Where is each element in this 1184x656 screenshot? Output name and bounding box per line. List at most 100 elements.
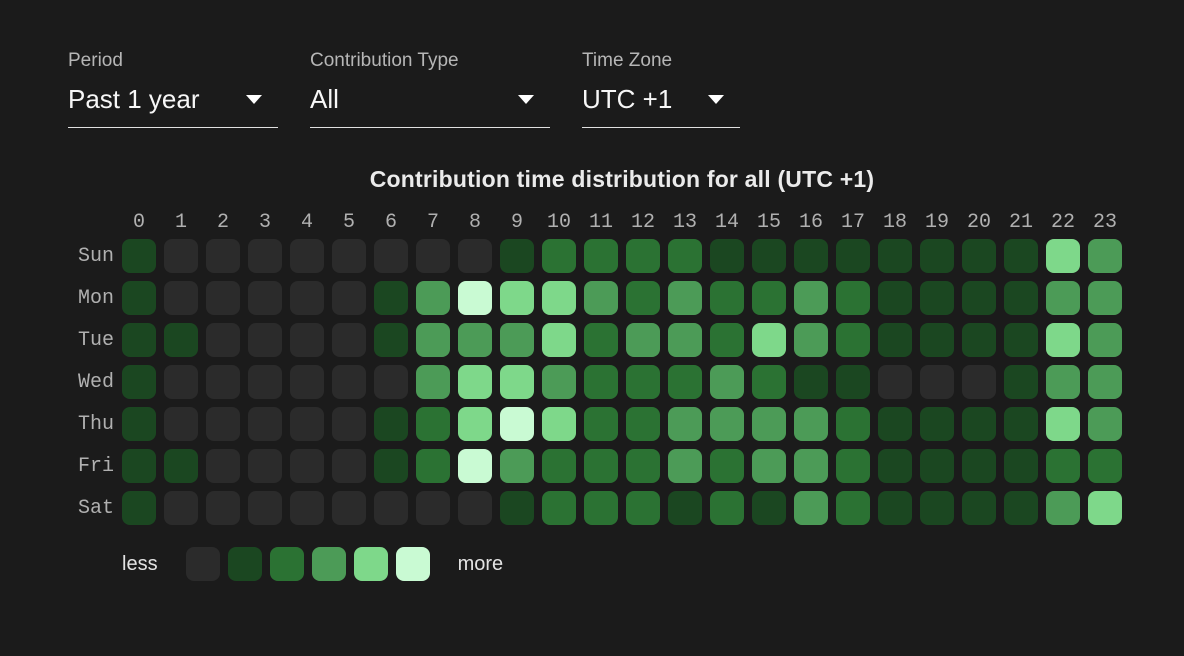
heatmap-cell[interactable] <box>668 323 702 357</box>
heatmap-cell[interactable] <box>626 491 660 525</box>
heatmap-cell[interactable] <box>1088 449 1122 483</box>
heatmap-cell[interactable] <box>458 239 492 273</box>
heatmap-cell[interactable] <box>206 323 240 357</box>
heatmap-cell[interactable] <box>164 239 198 273</box>
heatmap-cell[interactable] <box>626 239 660 273</box>
heatmap-cell[interactable] <box>458 449 492 483</box>
heatmap-cell[interactable] <box>878 449 912 483</box>
period-dropdown[interactable]: Past 1 year <box>68 82 278 128</box>
heatmap-cell[interactable] <box>206 491 240 525</box>
heatmap-cell[interactable] <box>1046 239 1080 273</box>
heatmap-cell[interactable] <box>878 281 912 315</box>
heatmap-cell[interactable] <box>1046 449 1080 483</box>
heatmap-cell[interactable] <box>374 449 408 483</box>
heatmap-cell[interactable] <box>584 323 618 357</box>
heatmap-cell[interactable] <box>626 407 660 441</box>
heatmap-cell[interactable] <box>836 365 870 399</box>
heatmap-cell[interactable] <box>668 281 702 315</box>
heatmap-cell[interactable] <box>416 407 450 441</box>
heatmap-cell[interactable] <box>542 281 576 315</box>
heatmap-cell[interactable] <box>752 407 786 441</box>
heatmap-cell[interactable] <box>122 323 156 357</box>
heatmap-cell[interactable] <box>416 281 450 315</box>
heatmap-cell[interactable] <box>374 365 408 399</box>
heatmap-cell[interactable] <box>752 239 786 273</box>
heatmap-cell[interactable] <box>584 239 618 273</box>
heatmap-cell[interactable] <box>1046 407 1080 441</box>
heatmap-cell[interactable] <box>248 281 282 315</box>
heatmap-cell[interactable] <box>626 365 660 399</box>
heatmap-cell[interactable] <box>1046 491 1080 525</box>
heatmap-cell[interactable] <box>542 449 576 483</box>
heatmap-cell[interactable] <box>710 407 744 441</box>
heatmap-cell[interactable] <box>710 323 744 357</box>
heatmap-cell[interactable] <box>878 491 912 525</box>
heatmap-cell[interactable] <box>206 365 240 399</box>
heatmap-cell[interactable] <box>374 239 408 273</box>
heatmap-cell[interactable] <box>584 281 618 315</box>
heatmap-cell[interactable] <box>836 239 870 273</box>
heatmap-cell[interactable] <box>794 365 828 399</box>
heatmap-cell[interactable] <box>710 491 744 525</box>
heatmap-cell[interactable] <box>1046 281 1080 315</box>
heatmap-cell[interactable] <box>248 407 282 441</box>
heatmap-cell[interactable] <box>668 407 702 441</box>
heatmap-cell[interactable] <box>920 323 954 357</box>
heatmap-cell[interactable] <box>668 449 702 483</box>
heatmap-cell[interactable] <box>416 365 450 399</box>
heatmap-cell[interactable] <box>248 449 282 483</box>
heatmap-cell[interactable] <box>794 491 828 525</box>
heatmap-cell[interactable] <box>1046 323 1080 357</box>
heatmap-cell[interactable] <box>122 449 156 483</box>
heatmap-cell[interactable] <box>500 449 534 483</box>
heatmap-cell[interactable] <box>794 407 828 441</box>
heatmap-cell[interactable] <box>500 239 534 273</box>
heatmap-cell[interactable] <box>920 281 954 315</box>
time-zone-dropdown[interactable]: UTC +1 <box>582 82 740 128</box>
heatmap-cell[interactable] <box>332 239 366 273</box>
heatmap-cell[interactable] <box>962 281 996 315</box>
heatmap-cell[interactable] <box>710 449 744 483</box>
heatmap-cell[interactable] <box>1004 323 1038 357</box>
heatmap-cell[interactable] <box>122 365 156 399</box>
heatmap-cell[interactable] <box>920 449 954 483</box>
heatmap-cell[interactable] <box>752 491 786 525</box>
heatmap-cell[interactable] <box>206 407 240 441</box>
heatmap-cell[interactable] <box>710 281 744 315</box>
heatmap-cell[interactable] <box>752 365 786 399</box>
heatmap-cell[interactable] <box>668 365 702 399</box>
heatmap-cell[interactable] <box>962 239 996 273</box>
heatmap-cell[interactable] <box>962 365 996 399</box>
heatmap-cell[interactable] <box>584 449 618 483</box>
heatmap-cell[interactable] <box>416 239 450 273</box>
heatmap-cell[interactable] <box>458 281 492 315</box>
heatmap-cell[interactable] <box>458 491 492 525</box>
heatmap-cell[interactable] <box>668 491 702 525</box>
heatmap-cell[interactable] <box>164 323 198 357</box>
heatmap-cell[interactable] <box>1088 365 1122 399</box>
heatmap-cell[interactable] <box>584 407 618 441</box>
heatmap-cell[interactable] <box>416 323 450 357</box>
heatmap-cell[interactable] <box>290 449 324 483</box>
heatmap-cell[interactable] <box>500 323 534 357</box>
heatmap-cell[interactable] <box>962 323 996 357</box>
heatmap-cell[interactable] <box>500 407 534 441</box>
heatmap-cell[interactable] <box>248 365 282 399</box>
heatmap-cell[interactable] <box>836 323 870 357</box>
heatmap-cell[interactable] <box>542 491 576 525</box>
heatmap-cell[interactable] <box>626 323 660 357</box>
heatmap-cell[interactable] <box>794 281 828 315</box>
heatmap-cell[interactable] <box>206 449 240 483</box>
heatmap-cell[interactable] <box>374 491 408 525</box>
heatmap-cell[interactable] <box>1004 449 1038 483</box>
heatmap-cell[interactable] <box>290 491 324 525</box>
heatmap-cell[interactable] <box>290 323 324 357</box>
heatmap-cell[interactable] <box>206 281 240 315</box>
heatmap-cell[interactable] <box>794 323 828 357</box>
heatmap-cell[interactable] <box>248 323 282 357</box>
heatmap-cell[interactable] <box>920 365 954 399</box>
heatmap-cell[interactable] <box>584 365 618 399</box>
heatmap-cell[interactable] <box>122 491 156 525</box>
heatmap-cell[interactable] <box>416 491 450 525</box>
heatmap-cell[interactable] <box>374 323 408 357</box>
